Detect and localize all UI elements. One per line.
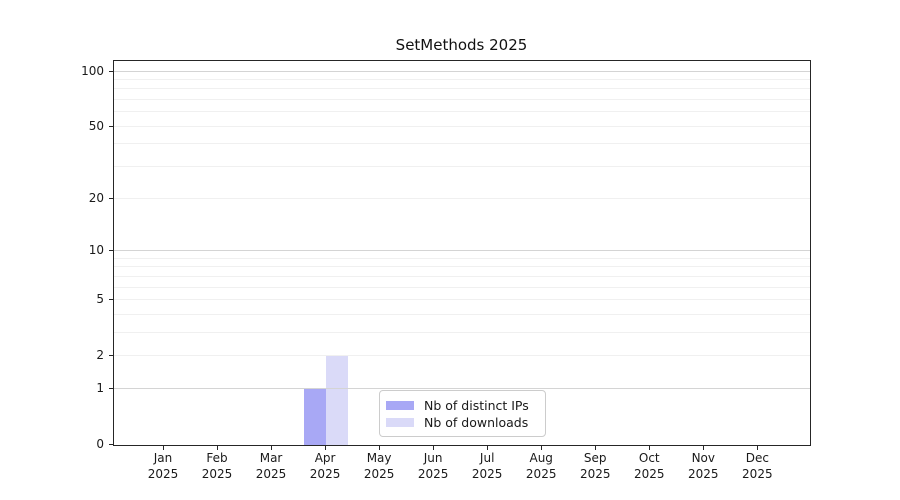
- gridline: [114, 387, 810, 389]
- gridline: [114, 125, 810, 127]
- x-tick-label: Oct 2025: [633, 451, 665, 481]
- x-axis: Jan 2025 Feb 2025 Mar 2025 Apr 2025 May 2025…: [113, 446, 811, 496]
- y-tick-mark: [109, 197, 113, 199]
- x-tick-label: May 2025: [363, 451, 395, 481]
- y-tick-label: 2: [96, 348, 104, 363]
- x-tick-label: Jun 2025: [417, 451, 449, 481]
- y-axis: 0 1 2 5 10 20 50 100: [0, 60, 113, 451]
- x-tick-mark: [541, 446, 543, 450]
- y-tick-mark: [109, 444, 113, 445]
- gridline: [114, 355, 810, 357]
- y-tick-mark: [109, 249, 113, 251]
- y-tick-label: 5: [96, 291, 104, 306]
- legend-swatch-distinct-ips: [386, 400, 414, 410]
- gridline: [114, 331, 810, 333]
- gridline: [114, 88, 810, 90]
- legend-swatch-downloads: [386, 417, 414, 427]
- gridline: [114, 197, 810, 199]
- y-tick-mark: [109, 70, 113, 72]
- x-tick-label: Aug 2025: [525, 451, 557, 481]
- x-tick-label: Mar 2025: [255, 451, 287, 481]
- y-tick-mark: [109, 298, 113, 300]
- bar-downloads: [326, 356, 349, 445]
- x-tick-label: Sep 2025: [579, 451, 611, 481]
- gridline: [114, 257, 810, 259]
- gridline: [114, 111, 810, 113]
- x-tick-mark: [217, 446, 219, 450]
- bar-distinct-ips: [304, 388, 327, 445]
- y-tick-label: 0: [96, 437, 104, 451]
- legend-label-downloads: Nb of downloads: [424, 414, 529, 430]
- plot-area: Nb of distinct IPs Nb of downloads: [113, 60, 811, 446]
- y-tick-label: 50: [88, 118, 104, 133]
- x-tick-mark: [271, 446, 273, 450]
- y-tick-label: 20: [88, 190, 104, 205]
- legend-entry-downloads: Nb of downloads: [386, 414, 537, 430]
- x-tick-mark: [433, 446, 435, 450]
- gridline: [114, 249, 810, 251]
- legend: Nb of distinct IPs Nb of downloads: [379, 390, 546, 437]
- x-tick-label: Apr 2025: [309, 451, 341, 481]
- x-tick-label: Jul 2025: [471, 451, 503, 481]
- gridline: [114, 313, 810, 315]
- y-tick-label: 10: [88, 242, 104, 257]
- y-tick-mark: [109, 355, 113, 357]
- x-tick-mark: [163, 446, 164, 450]
- y-tick-label: 1: [96, 380, 104, 395]
- gridline: [114, 299, 810, 300]
- gridline: [114, 286, 810, 288]
- gridline: [114, 143, 810, 145]
- gridline: [114, 275, 810, 277]
- y-tick-mark: [109, 387, 113, 389]
- x-tick-mark: [757, 446, 759, 450]
- x-tick-label: Dec 2025: [742, 451, 773, 481]
- x-tick-label: Feb 2025: [201, 451, 233, 481]
- gridline: [114, 266, 810, 268]
- x-tick-mark: [649, 446, 651, 450]
- x-tick-mark: [487, 446, 489, 450]
- x-tick-mark: [703, 446, 705, 450]
- y-tick-label: 100: [81, 63, 104, 78]
- chart-title: SetMethods 2025: [395, 36, 528, 54]
- legend-label-distinct-ips: Nb of distinct IPs: [424, 397, 529, 413]
- gridline: [114, 70, 810, 72]
- gridline: [114, 99, 810, 101]
- x-tick-mark: [595, 446, 597, 450]
- legend-entry-distinct-ips: Nb of distinct IPs: [386, 397, 537, 413]
- y-tick-mark: [109, 125, 113, 127]
- x-tick-mark: [379, 446, 381, 450]
- x-tick-label: Nov 2025: [688, 451, 719, 481]
- gridline: [114, 78, 810, 80]
- x-tick-label: Jan 2025: [147, 451, 179, 481]
- x-tick-mark: [325, 446, 327, 450]
- gridline: [114, 166, 810, 168]
